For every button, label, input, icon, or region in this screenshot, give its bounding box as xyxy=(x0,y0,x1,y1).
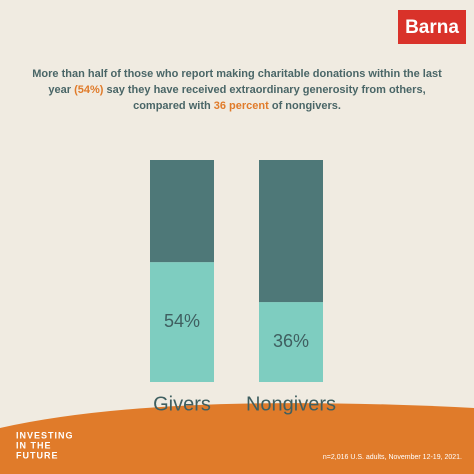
x-tick-label: Givers xyxy=(153,393,211,415)
title-part: More than half of those who report makin… xyxy=(32,68,442,96)
title-part: say they have received extraordinary gen… xyxy=(106,84,426,112)
branding: INVESTING xyxy=(16,430,74,440)
data-label: 36% xyxy=(273,331,309,351)
bar-segment xyxy=(259,302,323,382)
branding: IN THE xyxy=(16,440,52,450)
title-part: (54%) xyxy=(74,84,104,96)
x-tick-label: Nongivers xyxy=(246,393,336,415)
bar-segment xyxy=(150,262,214,382)
footer-band xyxy=(0,403,474,474)
data-label: 54% xyxy=(164,311,200,331)
footnote: n=2,016 U.S. adults, November 12-19, 202… xyxy=(323,454,462,461)
title-part: of nongivers. xyxy=(271,100,341,112)
logo: Barna xyxy=(405,17,459,38)
bar-segment xyxy=(150,160,214,263)
branding: FUTURE xyxy=(16,450,59,460)
logo-box xyxy=(398,10,466,44)
chart-title: More than half of those who report makin… xyxy=(30,66,444,114)
title-part: 36 percent xyxy=(213,100,269,112)
bar-segment xyxy=(259,160,323,303)
